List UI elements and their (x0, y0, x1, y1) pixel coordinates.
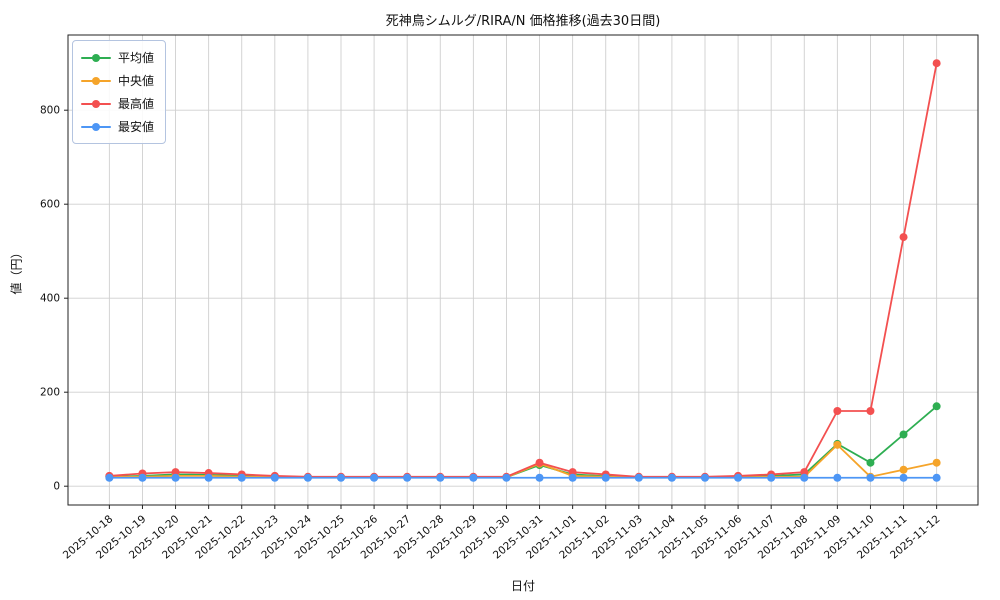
legend-item-min: 最安値 (81, 115, 154, 138)
legend-label: 最安値 (118, 120, 155, 134)
svg-text:400: 400 (40, 293, 60, 305)
legend-item-median: 中央値 (81, 69, 154, 92)
legend: 平均値 中央値 最高値 最安値 (72, 40, 167, 144)
legend-label: 最高値 (118, 97, 155, 111)
x-axis-label: 日付 (510, 579, 535, 593)
average-line-marker-icon (81, 53, 111, 63)
legend-item-average: 平均値 (81, 46, 154, 69)
legend-item-max: 最高値 (81, 92, 154, 115)
legend-label: 中央値 (118, 74, 155, 88)
svg-text:600: 600 (40, 199, 60, 211)
chart-title: 死神鳥シムルグ/RIRA/N 価格推移(過去30日間) (385, 14, 661, 29)
svg-text:0: 0 (53, 481, 60, 493)
svg-text:800: 800 (40, 105, 60, 117)
legend-label: 平均値 (118, 51, 155, 65)
median-line-marker-icon (81, 76, 111, 86)
max-line-marker-icon (81, 99, 111, 109)
svg-text:200: 200 (40, 387, 60, 399)
y-axis-label: 値（円） (9, 246, 24, 295)
min-line-marker-icon (81, 122, 111, 132)
